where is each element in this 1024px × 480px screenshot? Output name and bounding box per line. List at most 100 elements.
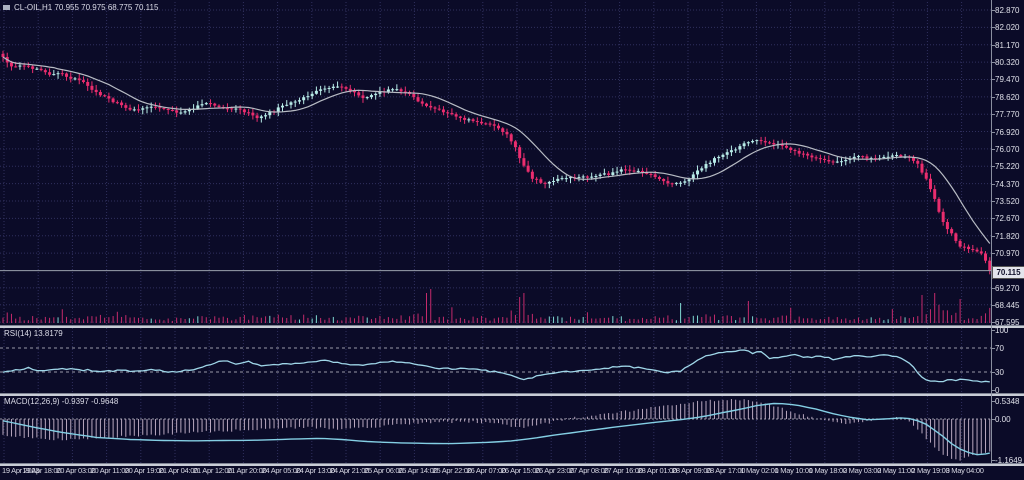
price-axis-label: 81.170 xyxy=(995,40,1020,50)
time-axis-label: 25 Apr 06:00 xyxy=(364,466,404,475)
axis-tick xyxy=(991,460,995,461)
macd-label: MACD(12,26,9) -0.9397 -0.9648 xyxy=(4,397,119,406)
price-axis-label: 74.370 xyxy=(995,179,1020,189)
price-axis-label: 82.020 xyxy=(995,23,1020,33)
main-grid xyxy=(0,2,991,324)
price-axis-label: 67.595 xyxy=(995,318,1020,328)
time-axis-label: 20 Apr 19:00 xyxy=(124,466,164,475)
time-axis-label: 28 Apr 17:00 xyxy=(706,466,746,475)
macd-axis-label: -1.1649 xyxy=(995,456,1023,465)
macd-time-separator xyxy=(0,463,1024,466)
axis-tick xyxy=(991,148,995,150)
axis-tick xyxy=(991,79,995,81)
time-axis-label: 24 Apr 21:00 xyxy=(330,466,369,475)
time-axis-label: 21 Apr 20:00 xyxy=(227,466,267,475)
price-axis-label: 78.620 xyxy=(995,92,1020,102)
macd-signal-line xyxy=(2,402,990,456)
time-axis-label: 25 Apr 14:00 xyxy=(398,466,438,475)
axis-tick xyxy=(991,27,995,29)
price-axis-label: 70.970 xyxy=(995,249,1020,259)
price-axis-label: 82.870 xyxy=(995,6,1020,15)
time-axis-label: 3 May 04:00 xyxy=(945,466,984,475)
time-axis-label: 28 Apr 01:00 xyxy=(637,466,677,475)
candles-layer xyxy=(1,50,992,275)
main-rsi-separator[interactable] xyxy=(0,325,1024,328)
time-axis-label: 24 Apr 13:00 xyxy=(295,466,335,475)
price-axis-label: 69.270 xyxy=(995,283,1020,293)
axis-tick xyxy=(991,44,995,46)
time-axis-label: 2 May 03:00 xyxy=(843,466,881,475)
rsi-axis-label: 30 xyxy=(995,368,1004,377)
axis-tick xyxy=(991,183,995,185)
time-axis-label: 19 Apr 18:00 xyxy=(22,466,62,475)
axis-tick xyxy=(991,401,995,402)
time-axis-label: 1 May 10:00 xyxy=(774,466,813,475)
time-axis-label: 20 Apr 11:00 xyxy=(90,466,130,475)
rsi-macd-separator[interactable] xyxy=(0,393,1024,396)
main-chart-window[interactable]: CL-OIL,H1 70.955 70.975 68.775 70.115 xyxy=(0,0,1024,325)
price-axis-label: 79.470 xyxy=(995,75,1020,85)
axis-tick xyxy=(991,62,995,64)
macd-axis-label: 0.00 xyxy=(995,415,1011,424)
time-axis-label: 19 Apr 2023 xyxy=(2,466,40,475)
chart-title: CL-OIL,H1 70.955 70.975 68.775 70.115 xyxy=(3,3,158,12)
time-axis-label: 25 Apr 22:00 xyxy=(432,466,472,475)
axis-tick xyxy=(991,166,995,168)
axis-tick xyxy=(991,114,995,116)
macd-indicator-window[interactable]: MACD(12,26,9) -0.9397 -0.9648 xyxy=(0,396,1024,463)
price-axis-label: 80.320 xyxy=(995,58,1020,68)
axis-tick xyxy=(991,419,995,420)
time-axis-label: 20 Apr 03:00 xyxy=(56,466,96,475)
rsi-label: RSI(14) 13.8179 xyxy=(4,329,63,338)
time-axis-label: 21 Apr 04:00 xyxy=(159,466,198,475)
time-axis-label: 21 Apr 12:00 xyxy=(193,466,233,475)
time-axis-label: 26 Apr 15:00 xyxy=(501,466,540,475)
axis-tick xyxy=(991,131,995,133)
time-axis-label: 1 May 18:00 xyxy=(808,466,847,475)
price-axis-label: 76.070 xyxy=(995,144,1020,154)
rsi-grid xyxy=(3,328,963,393)
axis-tick xyxy=(991,348,995,349)
price-axis-label: 76.920 xyxy=(995,127,1020,137)
price-axis-label: 68.445 xyxy=(995,300,1020,310)
axis-tick xyxy=(991,10,995,11)
rsi-canvas xyxy=(0,328,991,393)
price-axis-border xyxy=(991,0,992,463)
time-axis-label: 28 Apr 09:00 xyxy=(672,466,711,475)
current-price-tag: 70.115 xyxy=(992,265,1024,279)
price-axis-label: 77.770 xyxy=(995,110,1020,120)
axis-tick xyxy=(991,390,995,391)
time-axis-label: 2 May 11:00 xyxy=(877,466,915,475)
macd-axis-label: 0.5348 xyxy=(995,397,1020,406)
axis-tick xyxy=(991,304,995,306)
price-axis-label: 72.670 xyxy=(995,214,1020,224)
time-axis-label: 26 Apr 07:00 xyxy=(466,466,506,475)
axis-tick xyxy=(991,253,995,255)
rsi-line xyxy=(2,349,990,383)
time-axis-label: 26 Apr 23:00 xyxy=(535,466,575,475)
time-axis-label: 24 Apr 05:00 xyxy=(261,466,301,475)
axis-tick xyxy=(991,201,995,203)
axis-tick xyxy=(991,372,995,373)
price-axis-label: 75.220 xyxy=(995,162,1020,172)
time-axis-label: 1 May 02:00 xyxy=(740,466,779,475)
price-axis-label: 73.520 xyxy=(995,197,1020,207)
time-axis-label: 27 Apr 08:00 xyxy=(569,466,609,475)
macd-grid xyxy=(3,396,963,463)
axis-tick xyxy=(991,287,995,289)
price-axis-label: 71.820 xyxy=(995,231,1020,241)
time-axis-label: 2 May 19:00 xyxy=(911,466,950,475)
time-axis[interactable]: 19 Apr 2023 19 Apr 18:00 20 Apr 03:00 20 Ap… xyxy=(0,466,1024,480)
moving-average-line xyxy=(2,56,991,244)
main-chart-canvas xyxy=(0,2,992,324)
rsi-axis-label: 70 xyxy=(995,344,1004,353)
axis-tick xyxy=(991,235,995,237)
chart-title-text: CL-OIL,H1 70.955 70.975 68.775 70.115 xyxy=(14,3,159,12)
rsi-indicator-window[interactable]: RSI(14) 13.8179 xyxy=(0,328,1024,393)
chart-symbol-icon xyxy=(3,5,10,10)
volume-histogram xyxy=(2,289,991,323)
macd-histogram xyxy=(2,399,991,461)
axis-tick xyxy=(991,96,995,98)
time-axis-label: 27 Apr 16:00 xyxy=(603,466,643,475)
